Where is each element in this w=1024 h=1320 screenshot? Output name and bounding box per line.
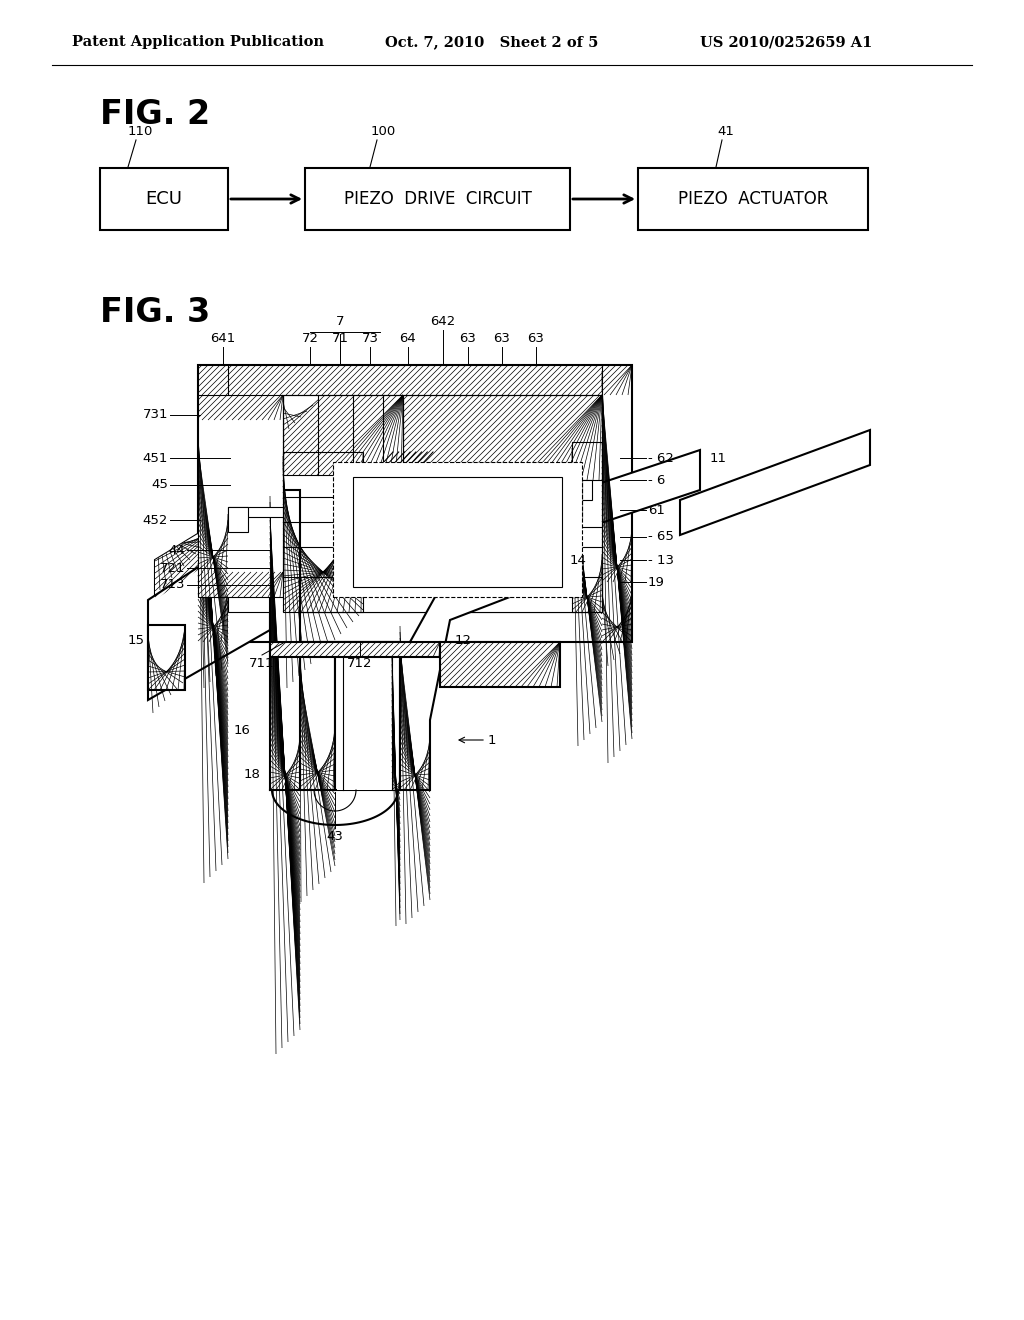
Text: 72: 72 bbox=[301, 333, 318, 345]
Text: 452: 452 bbox=[142, 513, 168, 527]
Polygon shape bbox=[400, 531, 580, 789]
Bar bbox=[228, 507, 283, 517]
Text: 63: 63 bbox=[494, 333, 510, 345]
Bar bbox=[540, 535, 556, 548]
Text: 641: 641 bbox=[210, 333, 236, 345]
Text: 12: 12 bbox=[455, 634, 472, 647]
Text: 73: 73 bbox=[361, 333, 379, 345]
Bar bbox=[100, 168, 228, 230]
Text: FIG. 2: FIG. 2 bbox=[100, 99, 210, 132]
Text: 1: 1 bbox=[488, 734, 497, 747]
Text: - 13: - 13 bbox=[648, 553, 674, 566]
Text: 15: 15 bbox=[128, 634, 145, 647]
Bar bbox=[522, 548, 540, 560]
Bar bbox=[228, 507, 248, 532]
Bar bbox=[283, 395, 602, 612]
Text: 711: 711 bbox=[249, 657, 274, 671]
Bar bbox=[198, 366, 632, 642]
Text: 712: 712 bbox=[347, 657, 373, 671]
Polygon shape bbox=[155, 490, 270, 601]
Bar bbox=[570, 500, 582, 517]
Polygon shape bbox=[148, 520, 270, 700]
Polygon shape bbox=[270, 490, 300, 789]
Text: 45: 45 bbox=[152, 479, 168, 491]
Polygon shape bbox=[148, 624, 185, 690]
Bar bbox=[270, 642, 440, 657]
Bar bbox=[582, 480, 592, 500]
Polygon shape bbox=[580, 450, 700, 531]
Bar bbox=[228, 366, 602, 612]
Text: 713: 713 bbox=[160, 578, 185, 591]
Bar bbox=[572, 442, 602, 612]
Polygon shape bbox=[680, 430, 870, 535]
Text: 64: 64 bbox=[399, 333, 417, 345]
Text: ECU: ECU bbox=[145, 190, 182, 209]
Text: 41: 41 bbox=[718, 125, 734, 139]
Text: 71: 71 bbox=[332, 333, 348, 345]
Bar bbox=[403, 395, 602, 480]
Text: 19: 19 bbox=[648, 576, 665, 589]
Bar bbox=[283, 395, 403, 475]
Text: 721: 721 bbox=[160, 561, 185, 574]
Bar bbox=[638, 168, 868, 230]
Text: 16: 16 bbox=[233, 723, 250, 737]
Text: Oct. 7, 2010   Sheet 2 of 5: Oct. 7, 2010 Sheet 2 of 5 bbox=[385, 36, 598, 49]
Text: 110: 110 bbox=[127, 125, 153, 139]
Text: PIEZO  DRIVE  CIRCUIT: PIEZO DRIVE CIRCUIT bbox=[344, 190, 531, 209]
Bar bbox=[333, 462, 582, 597]
Text: 43: 43 bbox=[327, 830, 343, 843]
Bar bbox=[556, 517, 570, 535]
Text: 44: 44 bbox=[168, 544, 185, 557]
Text: - 65: - 65 bbox=[648, 531, 674, 544]
Text: - 6: - 6 bbox=[648, 474, 666, 487]
Bar bbox=[353, 477, 562, 587]
Text: - 62: - 62 bbox=[648, 451, 674, 465]
Text: Patent Application Publication: Patent Application Publication bbox=[72, 36, 324, 49]
Text: 63: 63 bbox=[460, 333, 476, 345]
Bar bbox=[335, 642, 400, 789]
Text: 14: 14 bbox=[570, 553, 587, 566]
Text: 11: 11 bbox=[710, 451, 727, 465]
Text: 63: 63 bbox=[527, 333, 545, 345]
Text: 61: 61 bbox=[648, 503, 665, 516]
Text: 642: 642 bbox=[430, 315, 456, 327]
Text: PIEZO  ACTUATOR: PIEZO ACTUATOR bbox=[678, 190, 828, 209]
Bar bbox=[300, 642, 335, 789]
Text: 731: 731 bbox=[142, 408, 168, 421]
Bar bbox=[440, 642, 560, 686]
Bar bbox=[198, 395, 283, 597]
Text: 451: 451 bbox=[142, 451, 168, 465]
Bar bbox=[283, 451, 362, 612]
Text: 18: 18 bbox=[243, 768, 260, 781]
Text: US 2010/0252659 A1: US 2010/0252659 A1 bbox=[700, 36, 872, 49]
Text: 7: 7 bbox=[336, 315, 344, 327]
Bar bbox=[337, 642, 398, 789]
Polygon shape bbox=[155, 490, 270, 601]
Text: FIG. 3: FIG. 3 bbox=[100, 296, 210, 329]
Text: 100: 100 bbox=[371, 125, 395, 139]
Bar bbox=[305, 168, 570, 230]
